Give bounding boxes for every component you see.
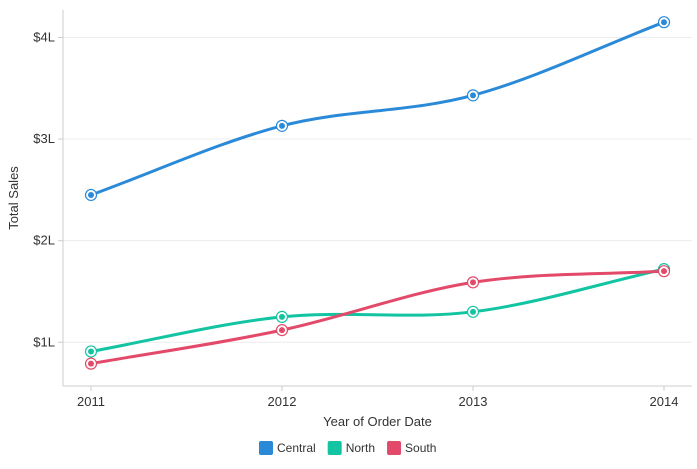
series-lines xyxy=(89,20,666,366)
data-point-central-2014[interactable] xyxy=(657,16,671,29)
data-point-north-2011[interactable] xyxy=(84,345,98,358)
data-point-dot xyxy=(88,191,94,198)
y-tick-label: $1L xyxy=(33,334,55,349)
legend-label: South xyxy=(405,441,436,455)
data-point-dot xyxy=(279,122,285,129)
x-axis-ticks: 2011 2012 2013 2014 xyxy=(77,386,678,409)
data-point-dot xyxy=(661,19,667,26)
data-point-south-2014[interactable] xyxy=(657,265,671,278)
legend-swatch xyxy=(387,441,402,455)
series-line-south xyxy=(89,269,666,366)
data-point-south-2011[interactable] xyxy=(84,357,98,370)
data-point-north-2012[interactable] xyxy=(275,310,289,323)
y-axis-title: Total Sales xyxy=(6,166,21,230)
x-tick-label: 2011 xyxy=(77,394,105,409)
data-point-north-2013[interactable] xyxy=(466,305,480,318)
data-point-dot xyxy=(470,92,476,99)
data-point-central-2012[interactable] xyxy=(275,119,289,132)
legend-item-south[interactable]: South xyxy=(387,441,436,455)
legend: Central North South xyxy=(259,441,436,455)
data-point-central-2011[interactable] xyxy=(84,188,98,202)
data-point-dot xyxy=(661,268,667,275)
data-point-dot xyxy=(88,360,94,367)
legend-swatch xyxy=(327,441,342,455)
legend-swatch xyxy=(259,441,273,455)
x-tick-label: 2012 xyxy=(268,394,297,409)
y-tick-label: $4L xyxy=(33,29,55,44)
data-point-dot xyxy=(470,308,476,315)
y-tick-label: $3L xyxy=(33,131,55,146)
legend-item-central[interactable]: Central xyxy=(259,441,316,455)
y-tick-label: $2L xyxy=(33,233,55,248)
data-point-dot xyxy=(279,327,285,334)
series-line-central xyxy=(89,20,666,197)
legend-label: North xyxy=(346,441,375,455)
series-points xyxy=(84,16,671,370)
data-point-south-2012[interactable] xyxy=(275,324,289,337)
y-axis-ticks: $1L $2L $3L $4L xyxy=(33,29,63,349)
x-axis-title: Year of Order Date xyxy=(323,414,432,429)
data-point-south-2013[interactable] xyxy=(466,276,480,289)
legend-label: Central xyxy=(277,441,316,455)
x-tick-label: 2013 xyxy=(459,394,488,409)
x-tick-label: 2014 xyxy=(650,394,679,409)
legend-item-north[interactable]: North xyxy=(327,441,375,455)
data-point-central-2013[interactable] xyxy=(466,89,480,102)
data-point-dot xyxy=(279,313,285,320)
data-point-dot xyxy=(470,279,476,286)
data-point-dot xyxy=(88,348,94,355)
series-line-north xyxy=(89,267,666,353)
grid-lines xyxy=(63,36,692,343)
